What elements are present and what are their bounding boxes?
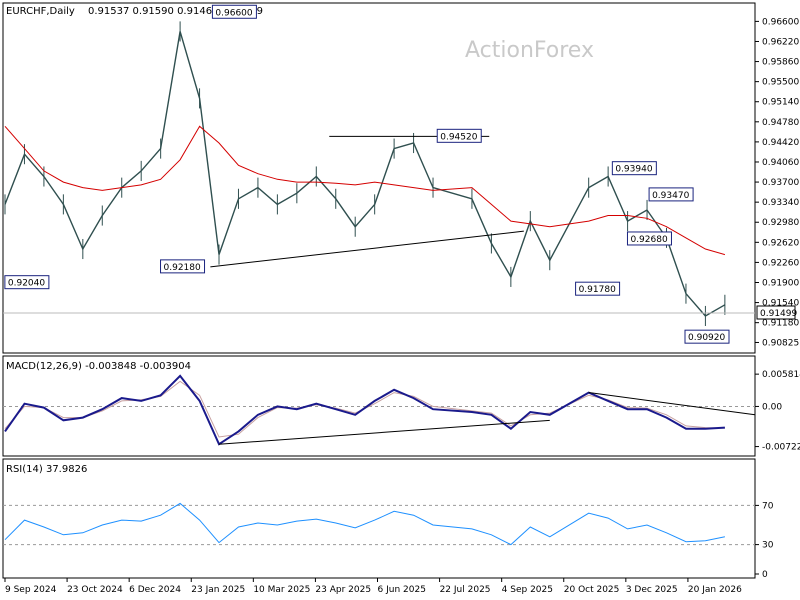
price-annotation-box	[160, 259, 206, 274]
price-annotation-label: 0.96600	[215, 8, 252, 18]
rsi-series: 70 30 0	[3, 501, 774, 580]
price-y-tick-label: 0.94420	[762, 138, 799, 148]
macd-y-tick-label: 0.00	[762, 402, 782, 412]
x-tick-label: 20 Oct 2025	[564, 585, 620, 595]
rsi-y-tick-label: 0	[762, 570, 768, 580]
price-annotation-box	[684, 329, 730, 344]
price-annotation-label: 0.93470	[652, 191, 689, 201]
rsi-title: RSI(14) 37.9826	[6, 464, 87, 475]
price-y-tick-label: 0.96600	[762, 17, 799, 27]
price-y-tick-label: 0.92980	[762, 218, 799, 228]
x-axis: 9 Sep 2024 23 Oct 2024 6 Dec 2024 23 Jan 20…	[4, 578, 742, 595]
price-annotation-box	[626, 231, 672, 246]
macd-rising-trendline	[218, 419, 550, 445]
x-tick-label: 23 Apr 2025	[315, 585, 371, 595]
current-price-label: 0.91499	[760, 309, 797, 319]
price-annotation-label: 0.94520	[440, 132, 477, 142]
price-annotation-label: 0.92040	[8, 279, 45, 289]
price-annotation-box	[4, 275, 50, 290]
x-tick-label: 3 Dec 2025	[626, 585, 678, 595]
macd-falling-trendline	[588, 392, 756, 416]
rising-trendline	[210, 230, 524, 268]
price-y-axis: 0.90825 0.91180 0.91540 0.91900 0.92260 0.926…	[755, 17, 799, 348]
price-annotation-box	[575, 281, 621, 296]
price-y-tick-label: 0.96220	[762, 37, 799, 47]
x-tick-label: 9 Sep 2024	[5, 585, 57, 595]
x-tick-label: 6 Jun 2025	[378, 585, 426, 595]
price-series	[4, 21, 726, 327]
price-y-tick-label: 0.93700	[762, 178, 799, 188]
price-y-tick-label: 0.94780	[762, 118, 799, 128]
price-annotation-box	[211, 4, 257, 19]
ohlc-header: 0.91537 0.91590 0.91464 0.91499	[88, 6, 263, 17]
sma-line	[4, 125, 726, 256]
price-y-tick-label: 0.91180	[762, 319, 799, 329]
macd-y-tick-label: 0.005814	[762, 370, 800, 380]
macd-line	[4, 374, 725, 446]
rsi-line	[4, 502, 725, 546]
price-annotation-box	[611, 161, 657, 176]
price-annotation-label: 0.92680	[630, 235, 667, 245]
price-y-tick-label: 0.95500	[762, 78, 799, 88]
macd-y-tick-label: -0.007222	[762, 443, 800, 453]
macd-title: MACD(12,26,9) -0.003848 -0.003904	[6, 361, 191, 372]
x-tick-label: 22 Jul 2025	[440, 585, 491, 595]
price-y-tick-label: 0.94060	[762, 158, 799, 168]
price-annotation-label: 0.92180	[164, 263, 201, 273]
price-annotation-box	[436, 128, 482, 143]
rsi-y-tick-label: 30	[762, 541, 774, 551]
watermark: ActionForex	[465, 38, 594, 63]
price-panel-frame	[2, 2, 756, 354]
price-y-tick-label: 0.90825	[762, 338, 799, 348]
price-annotation-label: 0.93940	[615, 165, 652, 175]
price-y-tick-label: 0.91540	[762, 299, 799, 309]
price-annotation-box	[648, 187, 694, 202]
price-annotations: 0.92040 0.96600 0.92180 0.94520 0.93940 0.934…	[4, 4, 730, 344]
trendlines	[210, 135, 524, 268]
current-price-box	[756, 305, 796, 320]
macd-series: 0.005814 0.00 -0.007222	[3, 370, 800, 453]
price-y-tick-label: 0.95140	[762, 98, 799, 108]
macd-signal-line	[4, 380, 725, 438]
moving-average-line	[4, 125, 726, 256]
price-y-tick-label: 0.92620	[762, 238, 799, 248]
rsi-panel-frame	[2, 458, 756, 579]
x-tick-label: 20 Jan 2026	[688, 585, 742, 595]
x-tick-label: 4 Sep 2025	[502, 585, 553, 595]
x-tick-label: 6 Dec 2024	[129, 585, 181, 595]
price-title: EURCHF,Daily	[6, 6, 75, 17]
price-annotation-label: 0.90920	[688, 333, 725, 343]
x-tick-label: 23 Jan 2025	[191, 585, 245, 595]
x-tick-label: 23 Oct 2024	[67, 585, 123, 595]
rsi-y-tick-label: 70	[762, 501, 774, 511]
price-y-tick-label: 0.91900	[762, 278, 799, 288]
x-tick-label: 10 Mar 2025	[253, 585, 310, 595]
price-y-tick-label: 0.92260	[762, 258, 799, 268]
price-line	[4, 31, 726, 317]
price-y-tick-label: 0.93340	[762, 198, 799, 208]
price-y-tick-label: 0.95860	[762, 58, 799, 68]
price-annotation-label: 0.91780	[579, 285, 616, 295]
